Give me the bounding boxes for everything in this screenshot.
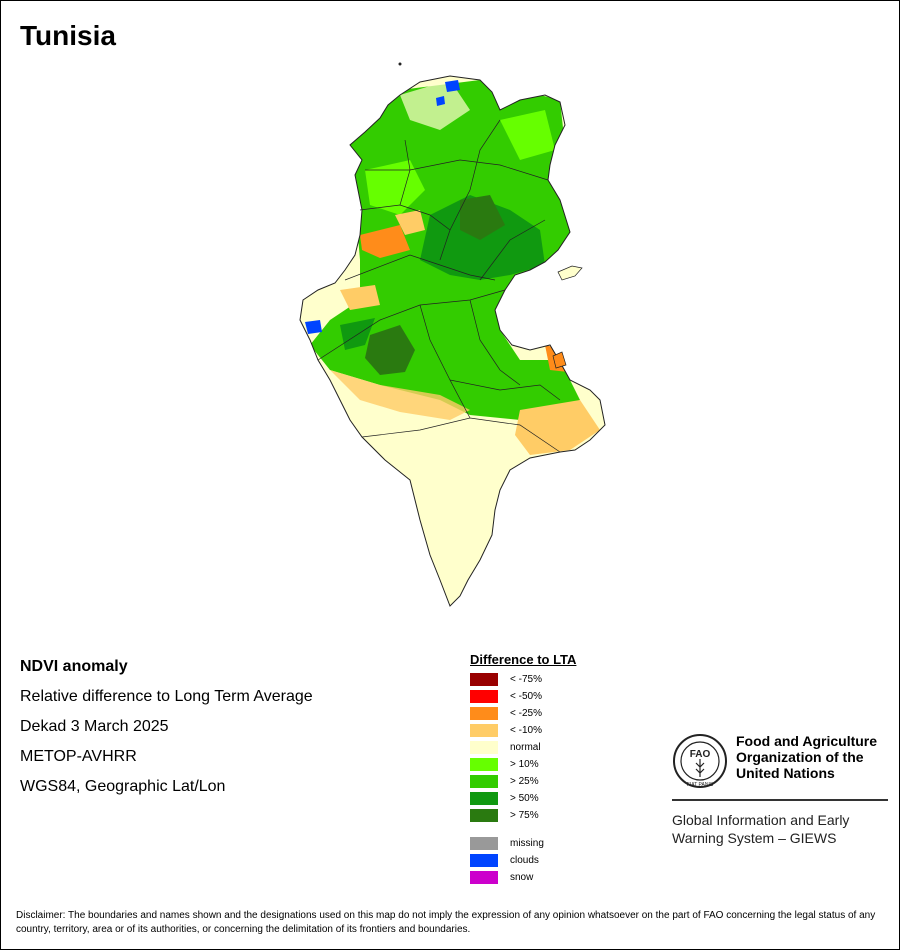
legend-swatch xyxy=(470,809,498,822)
legend-swatch xyxy=(470,837,498,850)
negative-anomaly-patch-w xyxy=(360,225,410,258)
moderate-positive-patch-ne xyxy=(500,110,555,160)
legend-item: > 25% xyxy=(470,773,576,790)
fao-name-line3: United Nations xyxy=(736,765,835,781)
legend-label: < -75% xyxy=(510,674,542,685)
disclaimer: Disclaimer: The boundaries and names sho… xyxy=(16,910,876,935)
product-description: Relative difference to Long Term Average xyxy=(20,688,313,705)
legend-label: < -50% xyxy=(510,691,542,702)
legend-swatch xyxy=(470,673,498,686)
slight-negative-patch-w xyxy=(340,285,380,310)
legend-item: normal xyxy=(470,739,576,756)
legend: Difference to LTA < -75% < -50% < -25% < -1… xyxy=(470,652,576,886)
legend-label: clouds xyxy=(510,855,539,866)
legend-extra: missing clouds snow xyxy=(470,835,576,886)
map-title: Tunisia xyxy=(20,20,116,51)
legend-swatch xyxy=(470,707,498,720)
legend-swatch xyxy=(470,792,498,805)
fao-name-line1: Food and Agriculture xyxy=(736,733,878,749)
legend-item: < -10% xyxy=(470,722,576,739)
fao-logo-icon: FAO FIAT PANIS xyxy=(673,734,727,788)
normal-patch-north xyxy=(400,80,470,130)
tunisia-map xyxy=(299,62,606,607)
strong-positive-core-w xyxy=(340,318,375,350)
giews-line2: Warning System – GIEWS xyxy=(672,830,837,846)
legend-label: > 10% xyxy=(510,759,539,770)
slight-negative-south-w xyxy=(330,370,470,420)
very-strong-positive-core xyxy=(460,195,505,240)
legend-label: > 75% xyxy=(510,810,539,821)
moderate-positive-patch xyxy=(365,160,425,215)
djerba-island xyxy=(552,351,567,369)
cloud-patch-n xyxy=(445,80,460,92)
giews-name: Global Information and Early Warning Sys… xyxy=(672,811,888,847)
legend-label: < -25% xyxy=(510,708,542,719)
fao-name-line2: Organization of the xyxy=(736,749,864,765)
legend-item: < -75% xyxy=(470,671,576,688)
product-projection: WGS84, Geographic Lat/Lon xyxy=(20,778,226,795)
legend-item: > 10% xyxy=(470,756,576,773)
kerkennah-islands xyxy=(557,265,583,281)
legend-label: < -10% xyxy=(510,725,542,736)
admin-boundaries xyxy=(317,119,561,453)
slight-negative-patch xyxy=(395,210,425,235)
map-area xyxy=(290,55,620,615)
legend-item: > 50% xyxy=(470,790,576,807)
legend-swatch xyxy=(470,741,498,754)
legend-item: < -25% xyxy=(470,705,576,722)
legend-label: missing xyxy=(510,838,544,849)
legend-label: > 50% xyxy=(510,793,539,804)
legend-classes: < -75% < -50% < -25% < -10% normal > 10% > 25%… xyxy=(470,671,576,824)
cloud-patch-n2 xyxy=(436,96,445,106)
legend-label: normal xyxy=(510,742,541,753)
product-period: Dekad 3 March 2025 xyxy=(20,718,169,735)
legend-item: < -50% xyxy=(470,688,576,705)
legend-item: clouds xyxy=(470,852,576,869)
legend-item: snow xyxy=(470,869,576,886)
product-sensor: METOP-AVHRR xyxy=(20,748,137,765)
legend-label: snow xyxy=(510,872,534,883)
legend-title: Difference to LTA xyxy=(470,652,577,667)
svg-text:FAO: FAO xyxy=(690,749,711,760)
fao-block: FAO FIAT PANIS Food and Agriculture Orga… xyxy=(672,733,888,847)
galite-islet xyxy=(398,62,402,66)
legend-swatch xyxy=(470,854,498,867)
legend-swatch xyxy=(470,758,498,771)
legend-swatch xyxy=(470,690,498,703)
legend-swatch xyxy=(470,724,498,737)
legend-label: > 25% xyxy=(510,776,539,787)
very-strong-positive-core-sw xyxy=(365,325,415,375)
legend-item: > 75% xyxy=(470,807,576,824)
map-info: NDVI anomaly Relative difference to Long… xyxy=(20,657,313,807)
fao-name: Food and Agriculture Organization of the… xyxy=(736,733,877,781)
svg-text:FIAT PANIS: FIAT PANIS xyxy=(687,782,714,788)
slight-negative-south-e xyxy=(515,400,600,455)
cloud-patch-w xyxy=(305,320,322,334)
legend-swatch xyxy=(470,871,498,884)
fao-divider xyxy=(672,799,888,801)
legend-swatch xyxy=(470,775,498,788)
legend-item: missing xyxy=(470,835,576,852)
giews-line1: Global Information and Early xyxy=(672,812,850,828)
product-name: NDVI anomaly xyxy=(20,658,128,675)
